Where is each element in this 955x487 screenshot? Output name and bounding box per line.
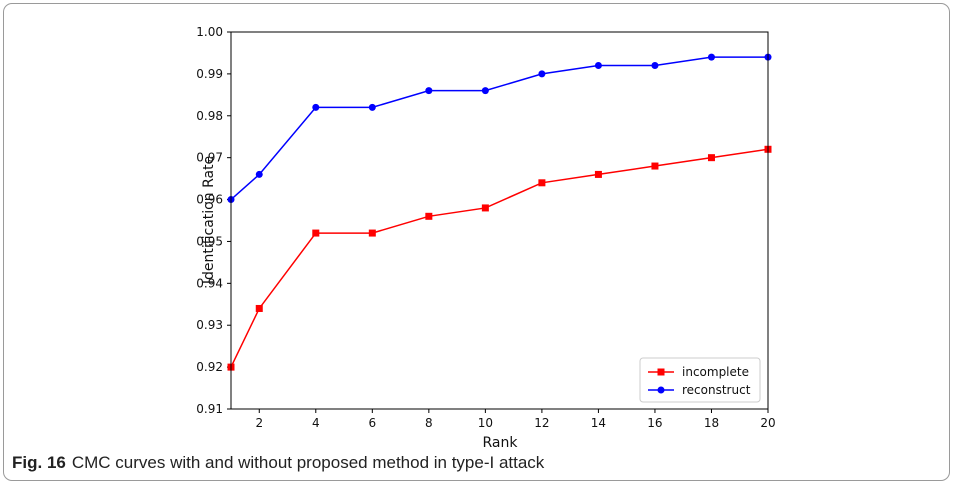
data-point-reconstruct bbox=[707, 53, 715, 61]
series-line-reconstruct bbox=[230, 56, 768, 201]
y-tick-label: 1.00 bbox=[196, 25, 223, 39]
x-tick-label: 4 bbox=[312, 416, 320, 430]
y-tick-label: 0.96 bbox=[196, 193, 223, 207]
data-point-incomplete bbox=[594, 170, 602, 178]
x-tick-label: 14 bbox=[591, 416, 606, 430]
legend-marker bbox=[657, 386, 665, 394]
data-point-reconstruct bbox=[312, 103, 320, 111]
data-point-reconstruct bbox=[425, 87, 433, 95]
y-tick-label: 0.94 bbox=[196, 276, 223, 290]
data-point-incomplete bbox=[425, 212, 433, 220]
data-point-reconstruct bbox=[538, 70, 546, 78]
x-tick-label: 6 bbox=[368, 416, 376, 430]
x-tick-label: 2 bbox=[255, 416, 263, 430]
data-point-incomplete bbox=[481, 204, 489, 212]
data-point-incomplete bbox=[312, 229, 320, 237]
data-point-incomplete bbox=[707, 154, 715, 162]
legend-box bbox=[639, 357, 761, 403]
x-tick-label: 20 bbox=[760, 416, 775, 430]
figure-number: Fig. 16 bbox=[12, 453, 66, 472]
data-point-reconstruct bbox=[481, 87, 489, 95]
data-point-reconstruct bbox=[651, 62, 659, 70]
x-tick-label: 12 bbox=[534, 416, 549, 430]
x-tick-label: 10 bbox=[478, 416, 493, 430]
y-axis-label: Identification Rate bbox=[201, 156, 217, 284]
legend-label: incomplete bbox=[682, 365, 749, 379]
figure-caption-text: CMC curves with and without proposed met… bbox=[71, 453, 545, 472]
data-point-incomplete bbox=[651, 162, 659, 170]
y-tick-label: 0.98 bbox=[196, 109, 223, 123]
y-tick-label: 0.95 bbox=[196, 234, 223, 248]
data-point-incomplete bbox=[368, 229, 376, 237]
y-axis: 0.91 0.92 0.93 0.94 0.95 0.96 0.97 0.98 0.99 1.00 bbox=[196, 25, 231, 416]
y-tick-label: 0.93 bbox=[196, 318, 223, 332]
x-tick-label: 8 bbox=[425, 416, 433, 430]
y-tick-label: 0.92 bbox=[196, 360, 223, 374]
figure-frame bbox=[3, 3, 950, 481]
legend-marker bbox=[657, 368, 665, 376]
y-tick-label: 0.97 bbox=[196, 151, 223, 165]
legend: incomplete reconstruct bbox=[639, 357, 761, 403]
legend-label: reconstruct bbox=[682, 383, 751, 397]
data-point-reconstruct bbox=[255, 170, 263, 178]
x-tick-label: 18 bbox=[704, 416, 719, 430]
series-line-incomplete bbox=[230, 148, 769, 368]
y-tick-label: 0.99 bbox=[196, 67, 223, 81]
data-point-incomplete bbox=[255, 304, 263, 312]
x-axis: 2 4 6 8 10 12 14 16 18 20 bbox=[255, 409, 776, 430]
plot-area-border bbox=[230, 31, 769, 410]
data-point-reconstruct bbox=[594, 62, 602, 70]
x-axis-label: Rank bbox=[483, 435, 519, 451]
y-tick-label: 0.91 bbox=[196, 402, 223, 416]
data-point-incomplete bbox=[538, 179, 546, 187]
series-layer bbox=[227, 53, 772, 371]
data-point-reconstruct bbox=[368, 103, 376, 111]
figure-caption: Fig. 16 CMC curves with and without propo… bbox=[12, 453, 544, 473]
x-tick-label: 16 bbox=[647, 416, 662, 430]
